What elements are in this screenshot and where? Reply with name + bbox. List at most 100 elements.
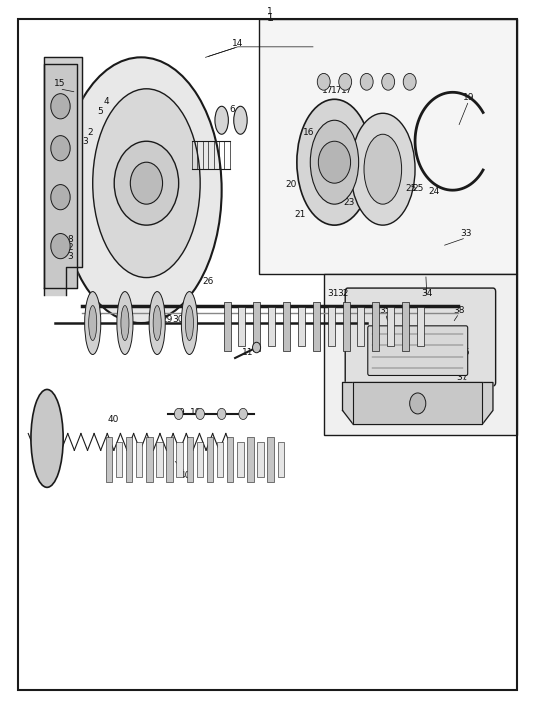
Text: 3: 3: [82, 137, 87, 146]
Ellipse shape: [93, 88, 200, 277]
Text: 38: 38: [454, 306, 465, 315]
Bar: [278, 442, 284, 477]
Text: 37: 37: [457, 373, 468, 382]
Text: 26: 26: [202, 277, 214, 286]
Circle shape: [130, 162, 163, 204]
Text: 34: 34: [421, 289, 433, 298]
Text: 24: 24: [428, 187, 440, 196]
Circle shape: [174, 409, 183, 420]
Text: 9: 9: [179, 408, 184, 417]
Bar: [298, 307, 305, 346]
Text: 40: 40: [107, 415, 119, 424]
Circle shape: [51, 93, 70, 119]
Text: 1: 1: [267, 13, 273, 23]
Circle shape: [360, 74, 373, 90]
Text: 30: 30: [172, 315, 184, 324]
Text: 13: 13: [35, 422, 46, 431]
Bar: [227, 437, 233, 482]
Circle shape: [51, 185, 70, 210]
Ellipse shape: [215, 106, 228, 134]
Bar: [342, 302, 349, 351]
Ellipse shape: [253, 343, 261, 352]
Text: 2: 2: [68, 243, 73, 252]
Text: 17: 17: [322, 86, 334, 95]
Bar: [136, 442, 143, 477]
Bar: [268, 307, 275, 346]
Text: 27: 27: [91, 313, 103, 322]
Text: 33: 33: [460, 229, 472, 238]
Ellipse shape: [153, 305, 161, 340]
Polygon shape: [353, 383, 482, 425]
Text: 16: 16: [303, 128, 314, 138]
Text: 23: 23: [344, 198, 355, 207]
Text: 6: 6: [230, 105, 235, 114]
Text: 35: 35: [380, 306, 392, 315]
Ellipse shape: [234, 106, 247, 134]
Text: 2: 2: [87, 128, 93, 138]
Bar: [237, 442, 244, 477]
Ellipse shape: [117, 291, 133, 355]
Ellipse shape: [350, 113, 415, 225]
Text: 15: 15: [53, 79, 65, 88]
Text: 3: 3: [68, 252, 73, 261]
Bar: [224, 302, 231, 351]
Bar: [323, 274, 517, 435]
Text: 22: 22: [328, 173, 339, 182]
Ellipse shape: [121, 305, 129, 340]
Bar: [166, 437, 173, 482]
Bar: [417, 307, 424, 346]
Polygon shape: [342, 383, 493, 425]
Bar: [238, 307, 245, 346]
Ellipse shape: [364, 134, 402, 204]
Bar: [372, 302, 379, 351]
Text: 11: 11: [242, 348, 253, 357]
Bar: [186, 437, 193, 482]
Text: 5: 5: [97, 107, 103, 116]
Text: 17: 17: [332, 86, 343, 95]
Polygon shape: [44, 65, 77, 288]
Circle shape: [51, 135, 70, 161]
Circle shape: [382, 74, 395, 90]
Text: 8: 8: [185, 215, 191, 224]
Bar: [126, 437, 132, 482]
Text: 25: 25: [412, 185, 423, 193]
Bar: [253, 302, 260, 351]
Text: 12: 12: [35, 411, 46, 420]
Text: 14: 14: [232, 39, 244, 48]
Text: 38: 38: [457, 385, 468, 394]
Text: 31: 31: [328, 289, 339, 298]
Bar: [177, 442, 183, 477]
Ellipse shape: [149, 291, 165, 355]
Circle shape: [218, 409, 226, 420]
Circle shape: [403, 74, 416, 90]
Bar: [357, 307, 364, 346]
Bar: [267, 437, 274, 482]
Text: 25: 25: [405, 185, 416, 193]
Text: 8: 8: [68, 234, 73, 244]
Bar: [217, 442, 224, 477]
Bar: [247, 437, 254, 482]
Circle shape: [196, 409, 205, 420]
Ellipse shape: [31, 390, 63, 487]
Text: 36: 36: [458, 348, 470, 357]
Ellipse shape: [85, 291, 101, 355]
Bar: [116, 442, 122, 477]
Text: 32: 32: [337, 289, 348, 298]
Text: 28: 28: [151, 315, 162, 324]
Text: 18: 18: [188, 154, 199, 163]
Circle shape: [239, 409, 247, 420]
Circle shape: [114, 141, 179, 225]
Bar: [106, 437, 112, 482]
Text: 40: 40: [179, 471, 191, 480]
Bar: [257, 442, 264, 477]
Ellipse shape: [185, 305, 193, 340]
Bar: [328, 307, 335, 346]
Bar: [313, 302, 320, 351]
Bar: [156, 442, 163, 477]
Circle shape: [319, 141, 350, 183]
Bar: [146, 437, 152, 482]
Bar: [207, 437, 213, 482]
Text: 17: 17: [341, 86, 352, 95]
Text: 29: 29: [161, 315, 173, 324]
Text: 39: 39: [134, 252, 146, 261]
